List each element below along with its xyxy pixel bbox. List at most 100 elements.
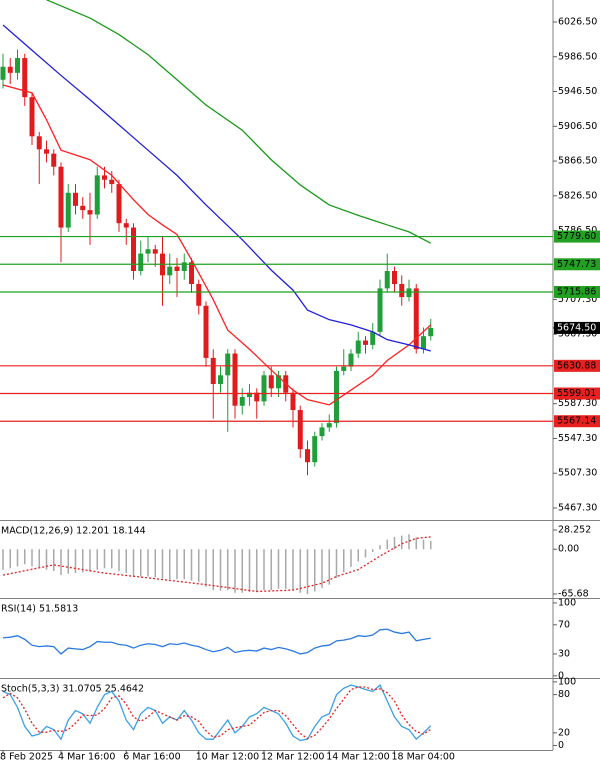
macd-bar: [241, 549, 243, 593]
macd-bar: [248, 549, 251, 593]
y-tick-label: -65.68: [558, 588, 589, 599]
indicator-title: Stoch(5,3,3) 31.0705 25.4642: [1, 684, 144, 695]
candle-body: [51, 153, 57, 167]
macd-bar: [67, 549, 69, 574]
indicator-line: [2, 84, 432, 406]
candle-body: [326, 423, 332, 428]
macd-bar: [125, 549, 127, 574]
x-tick-label: 12 Mar 12:00: [261, 752, 324, 763]
candle-body: [87, 210, 93, 215]
candle-body: [334, 370, 339, 424]
macd-bar: [415, 537, 417, 550]
y-tick-label: 5547.30: [558, 433, 597, 444]
macd-bar: [198, 549, 200, 582]
macd-bar: [74, 549, 77, 574]
macd-bar: [256, 549, 258, 593]
macd-bar: [430, 540, 432, 550]
macd-bar: [212, 549, 214, 591]
candle-body: [80, 205, 86, 211]
macd-bar: [285, 549, 287, 589]
candle-body: [44, 149, 49, 154]
indicator-title: RSI(14) 51.5813: [1, 604, 78, 615]
candle-body: [399, 284, 405, 298]
y-tick-label: 100: [558, 597, 576, 608]
macd-bar: [292, 549, 294, 591]
candle-body: [355, 340, 361, 354]
indicator-line: [2, 628, 431, 655]
level-label: 5715.86: [557, 286, 596, 297]
y-tick-label: 80: [558, 689, 570, 700]
candle-body: [297, 410, 303, 450]
indicator-line: [2, 24, 431, 352]
candle-body: [254, 392, 260, 402]
last-price-label: 5674.50: [557, 322, 596, 333]
macd-bar: [161, 549, 164, 579]
level-label: 5567.14: [557, 416, 596, 427]
macd-bar: [270, 549, 272, 591]
macd-bar: [169, 549, 171, 580]
y-tick-label: 5467.30: [558, 503, 597, 514]
candle-body: [145, 249, 151, 254]
macd-bar: [328, 549, 330, 585]
candle-body: [384, 270, 390, 289]
candle-body: [7, 66, 13, 73]
candle-body: [102, 175, 107, 180]
candle-body: [261, 375, 267, 402]
macd-bar: [321, 549, 323, 589]
candle-body: [22, 58, 28, 98]
macd-bar: [372, 549, 374, 552]
macd-bar: [147, 549, 149, 577]
macd-bar: [24, 549, 26, 565]
plot-area: [0, 0, 434, 476]
candle-body: [138, 253, 144, 271]
macd-bar: [408, 534, 410, 550]
y-tick-label: 100: [558, 676, 576, 687]
macd-bar: [31, 549, 33, 567]
candle-body: [247, 392, 252, 398]
y-tick-label: 28.252: [558, 525, 591, 536]
candle-body: [116, 184, 122, 224]
plot-area: [2, 628, 431, 655]
y-tick-label: 5667.30: [558, 329, 597, 340]
macd-bar: [219, 549, 222, 591]
candle-body: [370, 331, 376, 345]
macd-bar: [234, 549, 236, 593]
macd-bar: [393, 536, 396, 550]
macd-bar: [89, 549, 91, 572]
macd-bar: [9, 549, 11, 569]
macd-bar: [183, 549, 185, 580]
macd-bar: [118, 549, 120, 572]
macd-bar: [96, 549, 98, 570]
macd-bar: [350, 549, 352, 567]
x-tick-label: 10 Mar 12:00: [196, 752, 259, 763]
x-tick-label: 14 Mar 12:00: [326, 752, 389, 763]
candle-body: [109, 179, 115, 185]
macd-bar: [386, 539, 388, 550]
candle-body: [210, 357, 216, 384]
y-tick-label: 70: [558, 619, 570, 630]
candle-body: [377, 288, 383, 332]
plot-area: [2, 684, 432, 742]
level-label: 5779.60: [557, 231, 596, 242]
x-tick-label: 4 Mar 16:00: [58, 752, 115, 763]
macd-bar: [357, 549, 359, 562]
candle-body: [268, 375, 274, 389]
candle-body: [152, 249, 158, 254]
macd-bar: [140, 549, 142, 577]
macd-bar: [176, 549, 178, 580]
candle-body: [36, 136, 42, 150]
candle-body: [276, 375, 281, 389]
macd-bar: [45, 549, 48, 570]
candle-body: [319, 427, 325, 437]
candle-body: [232, 353, 238, 406]
candle-body: [189, 262, 194, 285]
macd-bar: [277, 549, 280, 589]
candle-body: [123, 223, 129, 228]
macd-bar: [132, 549, 135, 577]
y-tick-label: 0: [558, 670, 564, 681]
y-tick-label: 5707.30: [558, 294, 597, 305]
indicator-line: [2, 536, 431, 593]
y-tick-label: 0.00: [558, 544, 579, 555]
level-label-box: [554, 359, 600, 372]
